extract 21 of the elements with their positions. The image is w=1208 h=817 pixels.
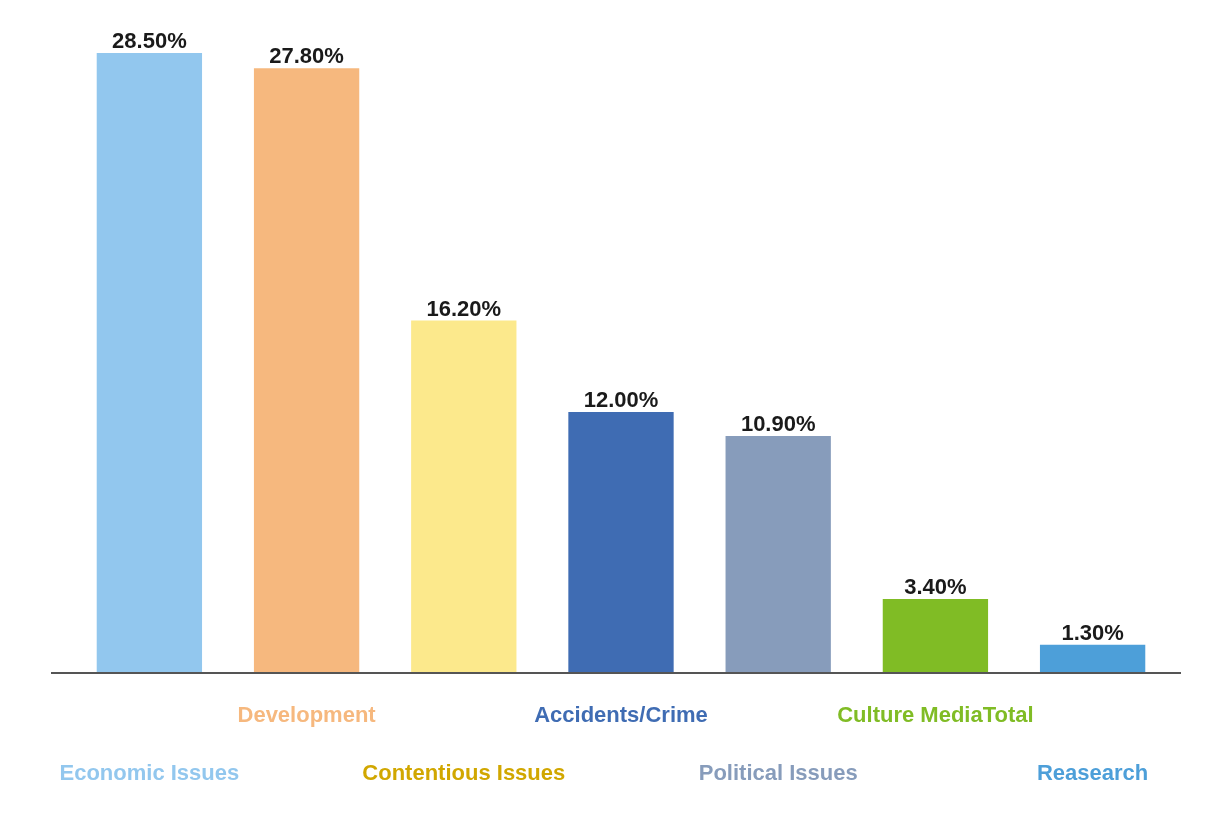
bar xyxy=(253,68,360,673)
bar xyxy=(568,411,674,673)
data-label: 3.40% xyxy=(904,574,967,600)
data-label: 1.30% xyxy=(1061,619,1124,645)
x-tick-label: Culture MediaTotal xyxy=(837,702,1034,727)
x-tick-label: Reasearch xyxy=(1036,760,1149,785)
x-tick-label: Contentious Issues xyxy=(362,760,566,785)
x-tick-label: Accidents/Crime xyxy=(534,702,708,727)
data-label: 12.00% xyxy=(583,386,659,412)
data-label: 28.50% xyxy=(112,28,187,53)
data-label: 10.90% xyxy=(740,410,816,436)
data-label: 16.20% xyxy=(426,295,502,321)
bar xyxy=(411,320,517,673)
bar xyxy=(725,435,831,673)
x-tick-label: Development xyxy=(237,702,377,727)
x-tick-label: Political Issues xyxy=(698,760,858,785)
data-label: 27.80% xyxy=(269,43,344,69)
x-tick-label: Economic Issues xyxy=(59,760,240,785)
bar xyxy=(1039,644,1146,673)
bar xyxy=(96,53,203,673)
bar xyxy=(882,599,989,673)
